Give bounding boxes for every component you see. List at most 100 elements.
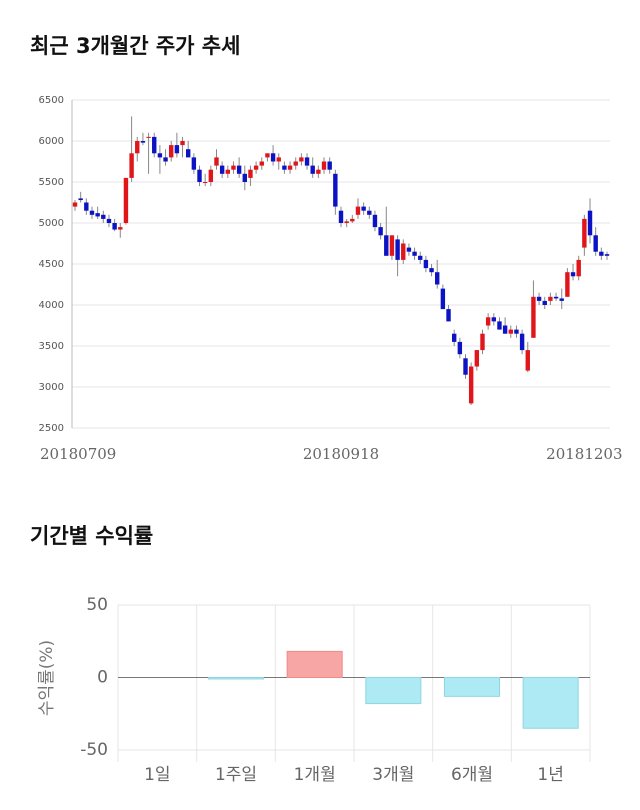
y-tick-label: 0 xyxy=(97,668,108,688)
y-tick-label: 2500 xyxy=(39,423,64,434)
candle-body xyxy=(214,157,219,166)
candle-body xyxy=(299,157,304,162)
candle-body xyxy=(508,329,513,334)
candle-body xyxy=(463,358,468,375)
candle-body xyxy=(389,235,395,256)
x-tick-label: 20180918 xyxy=(303,445,379,463)
candle-body xyxy=(350,218,355,222)
candle-body xyxy=(519,333,525,351)
candle-body xyxy=(123,177,129,223)
candle-body xyxy=(344,221,349,223)
candle-body xyxy=(101,214,106,219)
candle-body xyxy=(468,366,474,404)
candle-body xyxy=(72,202,78,207)
candle-body xyxy=(502,325,508,334)
candle-body xyxy=(185,149,191,158)
candle-body xyxy=(95,213,100,217)
y-tick-label: 6500 xyxy=(39,95,64,106)
candle-body xyxy=(429,268,434,273)
candle-body xyxy=(542,300,547,305)
x-tick-label: 1일 xyxy=(144,765,170,785)
candle-body xyxy=(536,296,542,301)
candle-body xyxy=(485,317,491,326)
candle-body xyxy=(146,136,151,138)
candle-body xyxy=(525,350,530,371)
chart-title: 최근 3개월간 주가 추세 xyxy=(30,34,240,58)
candle-body xyxy=(225,169,231,174)
candle-body xyxy=(457,341,463,355)
candle-body xyxy=(118,227,123,230)
candle-body xyxy=(84,202,89,211)
candle-body xyxy=(593,235,598,252)
candle-body xyxy=(576,259,581,277)
x-tick-label: 1개월 xyxy=(294,765,336,785)
candle-body xyxy=(327,161,332,170)
candle-body xyxy=(208,169,214,182)
candle-body xyxy=(265,153,270,158)
candle-body xyxy=(163,157,168,162)
candle-body xyxy=(270,153,276,162)
candle-body xyxy=(355,206,361,215)
candle-body xyxy=(140,141,146,143)
candle-body xyxy=(174,145,180,154)
candle-body xyxy=(310,165,315,174)
y-tick-label: 4000 xyxy=(39,300,64,311)
candle-body xyxy=(514,329,519,334)
candle-body xyxy=(418,255,423,260)
candle-body xyxy=(152,136,157,154)
bar xyxy=(522,677,579,729)
x-tick-label: 1주일 xyxy=(215,765,257,785)
candle-body xyxy=(338,210,344,223)
candle-body xyxy=(169,145,174,158)
candle-body xyxy=(89,210,95,215)
candle-body xyxy=(553,296,559,299)
candle-body xyxy=(395,239,400,260)
candle-body xyxy=(570,272,576,277)
candle-body xyxy=(406,247,412,252)
y-tick-label: 4500 xyxy=(39,259,64,270)
y-tick-label: 6000 xyxy=(39,136,64,147)
candle-body xyxy=(582,218,587,248)
candle-body xyxy=(599,251,604,256)
candle-body xyxy=(276,157,281,162)
y-tick-label: 5500 xyxy=(39,177,64,188)
candle-body xyxy=(321,161,327,170)
candle-body xyxy=(565,272,570,297)
y-tick-label: 50 xyxy=(86,595,108,615)
candle-body xyxy=(236,165,242,174)
candle-body xyxy=(451,333,457,342)
candle-body xyxy=(412,251,417,256)
y-tick-label: 3000 xyxy=(39,382,64,393)
candle-body xyxy=(106,218,112,223)
bar xyxy=(207,677,265,680)
y-axis-label: 수익률(%) xyxy=(37,640,57,716)
candle-body xyxy=(78,198,83,201)
candle-body xyxy=(361,206,366,211)
candle-body xyxy=(440,288,446,310)
candle-body xyxy=(378,227,383,236)
candle-body xyxy=(304,157,310,166)
candle-body xyxy=(135,141,140,154)
bar xyxy=(365,677,422,705)
candle-body xyxy=(446,309,451,322)
candle-body xyxy=(253,165,259,170)
candle-body xyxy=(219,165,225,174)
candle-body xyxy=(491,317,497,322)
y-tick-label: 3500 xyxy=(39,341,64,352)
candle-body xyxy=(604,254,610,256)
candle-body xyxy=(293,161,298,166)
candle-body xyxy=(367,210,372,215)
candle-body xyxy=(474,350,480,367)
candle-body xyxy=(435,272,440,285)
bar xyxy=(443,677,501,697)
candle-body xyxy=(316,169,321,174)
x-tick-label: 20181203 xyxy=(546,445,622,463)
x-tick-label: 6개월 xyxy=(451,765,493,785)
candle-body xyxy=(497,321,502,330)
candle-body xyxy=(157,153,163,158)
candle-body xyxy=(180,141,185,146)
x-tick-label: 20180709 xyxy=(40,445,116,463)
candle-body xyxy=(384,235,389,256)
y-tick-label: -50 xyxy=(80,740,108,760)
